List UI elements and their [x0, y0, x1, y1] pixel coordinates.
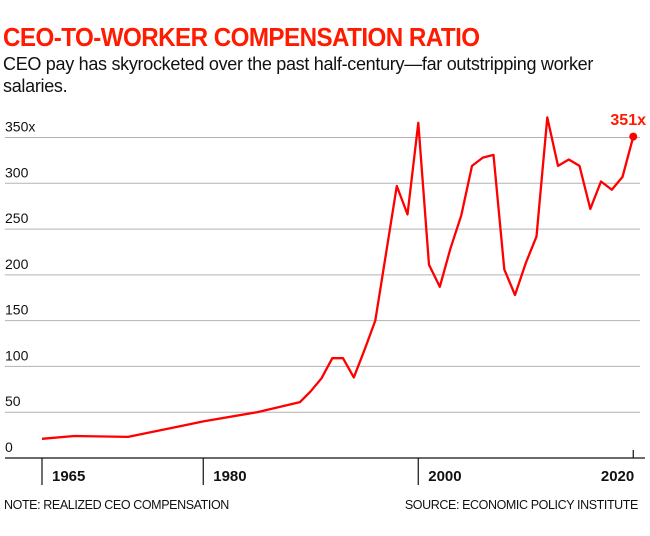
x-tick-label: 2000 — [428, 468, 461, 485]
y-axis-ticks: 0 50 100 150 200 250 300 350x — [5, 119, 35, 456]
source-text: SOURCE: ECONOMIC POLICY INSTITUTE — [405, 498, 638, 512]
x-tick-label: 1980 — [213, 468, 246, 485]
end-point-label: 351x — [610, 112, 646, 129]
y-tick-label: 50 — [5, 393, 21, 409]
x-tick-label: 1965 — [52, 468, 85, 485]
note-text: NOTE: REALIZED CEO COMPENSATION — [4, 498, 229, 512]
x-tick-label: 2020 — [601, 468, 634, 485]
gridlines — [5, 137, 640, 413]
x-axis-ticks: 1965 1980 2000 2020 — [41, 450, 634, 485]
y-tick-label: 200 — [5, 256, 29, 272]
y-tick-label: 350x — [5, 119, 35, 135]
y-tick-label: 300 — [5, 164, 29, 180]
y-tick-label: 100 — [5, 347, 29, 363]
y-tick-label: 0 — [5, 439, 13, 455]
y-tick-label: 150 — [5, 302, 29, 318]
y-tick-label: 250 — [5, 210, 29, 226]
chart-title: CEO-TO-WORKER COMPENSATION RATIO — [3, 22, 480, 52]
chart-subtitle: CEO pay has skyrocketed over the past ha… — [3, 54, 594, 96]
series-line — [41, 116, 635, 440]
end-point-marker — [629, 132, 638, 141]
